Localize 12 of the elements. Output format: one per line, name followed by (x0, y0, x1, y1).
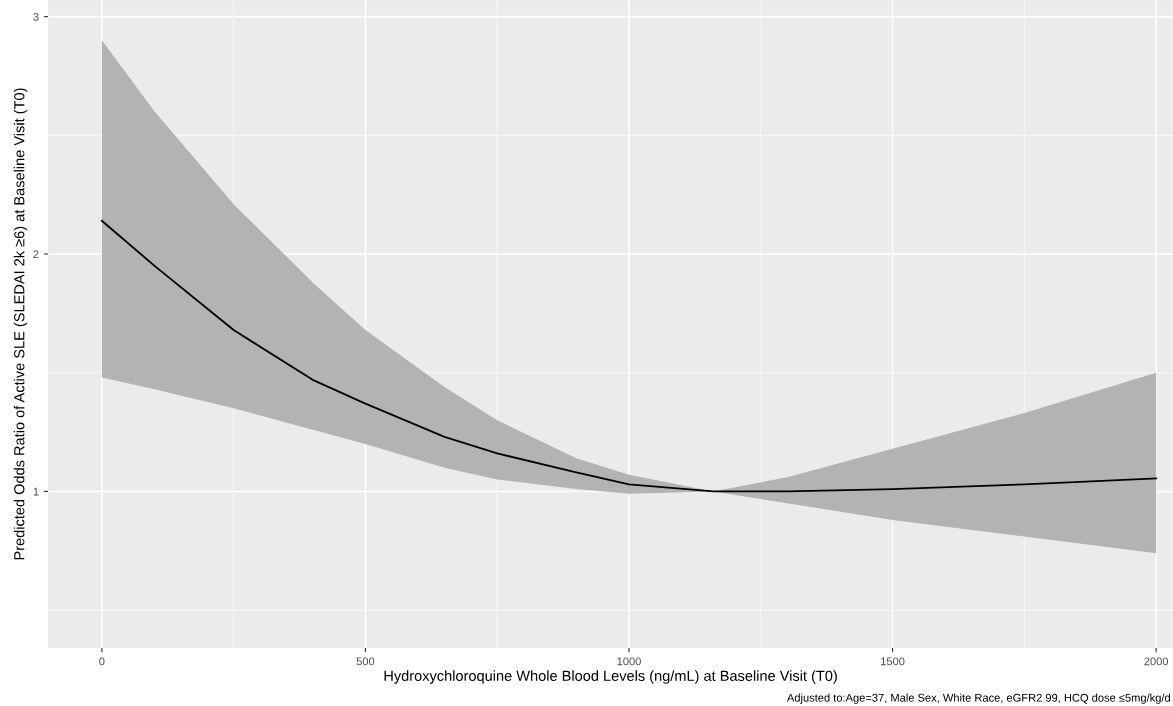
y-tick-label: 2 (33, 250, 39, 259)
y-tick-label: 1 (33, 487, 39, 496)
x-tick-label: 0 (99, 657, 105, 666)
line-series (100, 219, 1158, 493)
text: Adjusted to:Age=37, Male Sex, White Race, eGFR2 99, HCQ dose ≤5mg/kg/d (786, 693, 1170, 704)
x-tick-label: 1000 (617, 657, 641, 666)
y-tick-label: 3 (33, 12, 39, 21)
x-tick-label: 500 (356, 657, 375, 666)
x-tick-label: 1500 (881, 657, 905, 666)
x-tick-label: 2000 (1144, 657, 1169, 666)
x-axis-title: Hydroxychloroquine Whole Blood Levels (ng/mL) at Baseline Visit (T0) (384, 670, 837, 684)
y-axis-title: Predicted Odds Ratio of Active SLE (SLEDAI 2k ≥6) at Baseline Visit (T0) (13, 88, 28, 560)
